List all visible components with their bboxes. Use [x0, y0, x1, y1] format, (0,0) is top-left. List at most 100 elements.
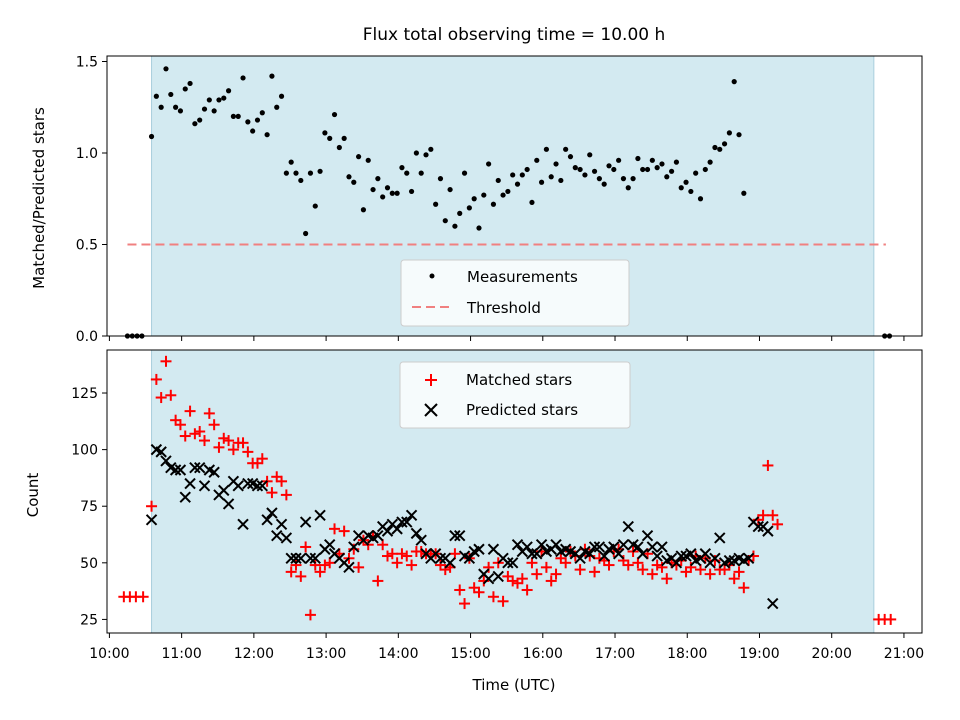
predicted-star-point	[314, 509, 326, 521]
predicted-star-point	[482, 572, 495, 585]
ratio-legend: Measurements Threshold	[400, 259, 630, 327]
predicted-star-point-b	[266, 507, 278, 519]
matched-star-point	[507, 575, 519, 587]
predicted-star-point-b	[290, 552, 302, 564]
matched-star-point	[329, 523, 341, 535]
matched-star-point	[146, 500, 158, 512]
predicted-star-point	[160, 455, 172, 467]
predicted-star-point-b	[593, 541, 606, 553]
predicted-star-point-b	[222, 498, 235, 510]
measurement-point	[173, 104, 179, 110]
time-x-tick-label: 17:00	[595, 646, 635, 662]
predicted-star-point-b	[275, 518, 288, 531]
predicted-star-point-b	[487, 543, 500, 555]
predicted-star-point-b	[762, 525, 774, 537]
measurement-point	[380, 194, 386, 200]
matched-star-point	[651, 559, 663, 571]
measurement-point	[433, 201, 439, 207]
measurement-point	[206, 97, 212, 103]
predicted-star-point-b	[454, 529, 466, 542]
predicted-star-point-b	[348, 541, 360, 553]
predicted-star-point-b	[415, 534, 427, 546]
measurement-point	[457, 210, 463, 216]
measurement-point	[582, 172, 588, 178]
measurement-point	[148, 133, 155, 140]
ratio-panel: 0.0 0.5 1.0 1.5 Flux total observing time =…	[30, 25, 923, 345]
count-y-axis: 25 50 75 100 125	[71, 386, 107, 628]
measurement-point	[298, 177, 304, 184]
measurement-point	[678, 185, 684, 191]
predicted-star-point	[232, 480, 244, 492]
measurement-point	[360, 207, 367, 213]
measurement-point	[471, 196, 477, 202]
predicted-star-point-b	[531, 548, 543, 560]
count-y-axis-label: Count	[24, 473, 42, 518]
predicted-star-point-b	[169, 464, 182, 476]
predicted-star-point	[588, 541, 601, 553]
measurement-point	[365, 157, 371, 163]
predicted-star-point	[492, 570, 504, 583]
matched-star-point	[218, 432, 230, 444]
measurement-point	[413, 150, 419, 156]
measurement-point	[673, 159, 680, 165]
measurement-point	[736, 132, 742, 138]
measurement-point	[201, 106, 208, 112]
measurement-point	[726, 130, 732, 136]
predicted-star-point-b	[208, 466, 220, 478]
predicted-star-point	[237, 518, 249, 531]
matched-star-point	[550, 568, 562, 580]
measurement-points	[124, 66, 893, 339]
measurement-point	[466, 205, 472, 211]
ratio-y-tick-label: 1.0	[76, 146, 98, 162]
predicted-star-point-b	[458, 550, 471, 562]
matched-star-point	[574, 564, 586, 576]
predicted-star-point-b	[612, 548, 625, 560]
measurement-point	[688, 188, 694, 195]
matched-star-point	[767, 509, 779, 521]
time-x-tick-label: 21:00	[884, 646, 924, 662]
matched-star-point	[194, 426, 206, 438]
predicted-star-point-b	[767, 597, 779, 610]
matched-star-point	[540, 561, 552, 573]
predicted-star-point-b	[405, 509, 418, 521]
matched-star-point	[223, 435, 235, 447]
predicted-star-point	[189, 462, 201, 474]
ratio-y-tick-label: 0.0	[76, 329, 98, 345]
measurement-point	[312, 203, 318, 209]
predicted-star-point-b	[564, 545, 577, 558]
predicted-star-point-b	[434, 552, 447, 564]
predicted-star-point-b	[511, 538, 524, 551]
predicted-star-point	[531, 548, 543, 560]
predicted-star-point-b	[362, 529, 374, 542]
predicted-star-point	[487, 543, 500, 555]
legend-box	[400, 259, 630, 327]
predicted-star-point-b	[372, 529, 384, 542]
measurement-point	[303, 230, 309, 237]
count-panel: 25 50 75 100 125 10:00 11:00 12:00 13:00 14:00 15…	[24, 349, 924, 694]
count-y-tick-label: 50	[80, 556, 98, 572]
predicted-star-point-b	[714, 532, 726, 544]
predicted-star-point	[685, 548, 697, 560]
measurement-point	[731, 79, 737, 85]
matched-star-point	[516, 573, 528, 585]
measurement-point	[293, 170, 299, 176]
measurement-point	[649, 157, 655, 163]
measurement-point	[741, 190, 747, 196]
predicted-star-point-b	[656, 541, 668, 553]
predicted-star-point	[309, 552, 321, 564]
predicted-star-point	[535, 538, 548, 551]
measurement-point	[697, 196, 704, 202]
measurement-point	[211, 108, 217, 114]
measurement-point	[317, 168, 323, 174]
measurement-point	[505, 188, 511, 195]
predicted-star-point-b	[256, 480, 269, 492]
measurement-point	[240, 75, 246, 81]
legend-label-threshold: Threshold	[466, 299, 541, 317]
predicted-star-point-b	[242, 477, 254, 490]
matched-star-point	[603, 559, 615, 571]
time-x-tick-label: 19:00	[739, 646, 779, 662]
predicted-star-point	[521, 541, 533, 553]
measurement-point	[630, 176, 636, 182]
matched-star-point	[155, 392, 167, 404]
measurement-point	[553, 161, 559, 167]
